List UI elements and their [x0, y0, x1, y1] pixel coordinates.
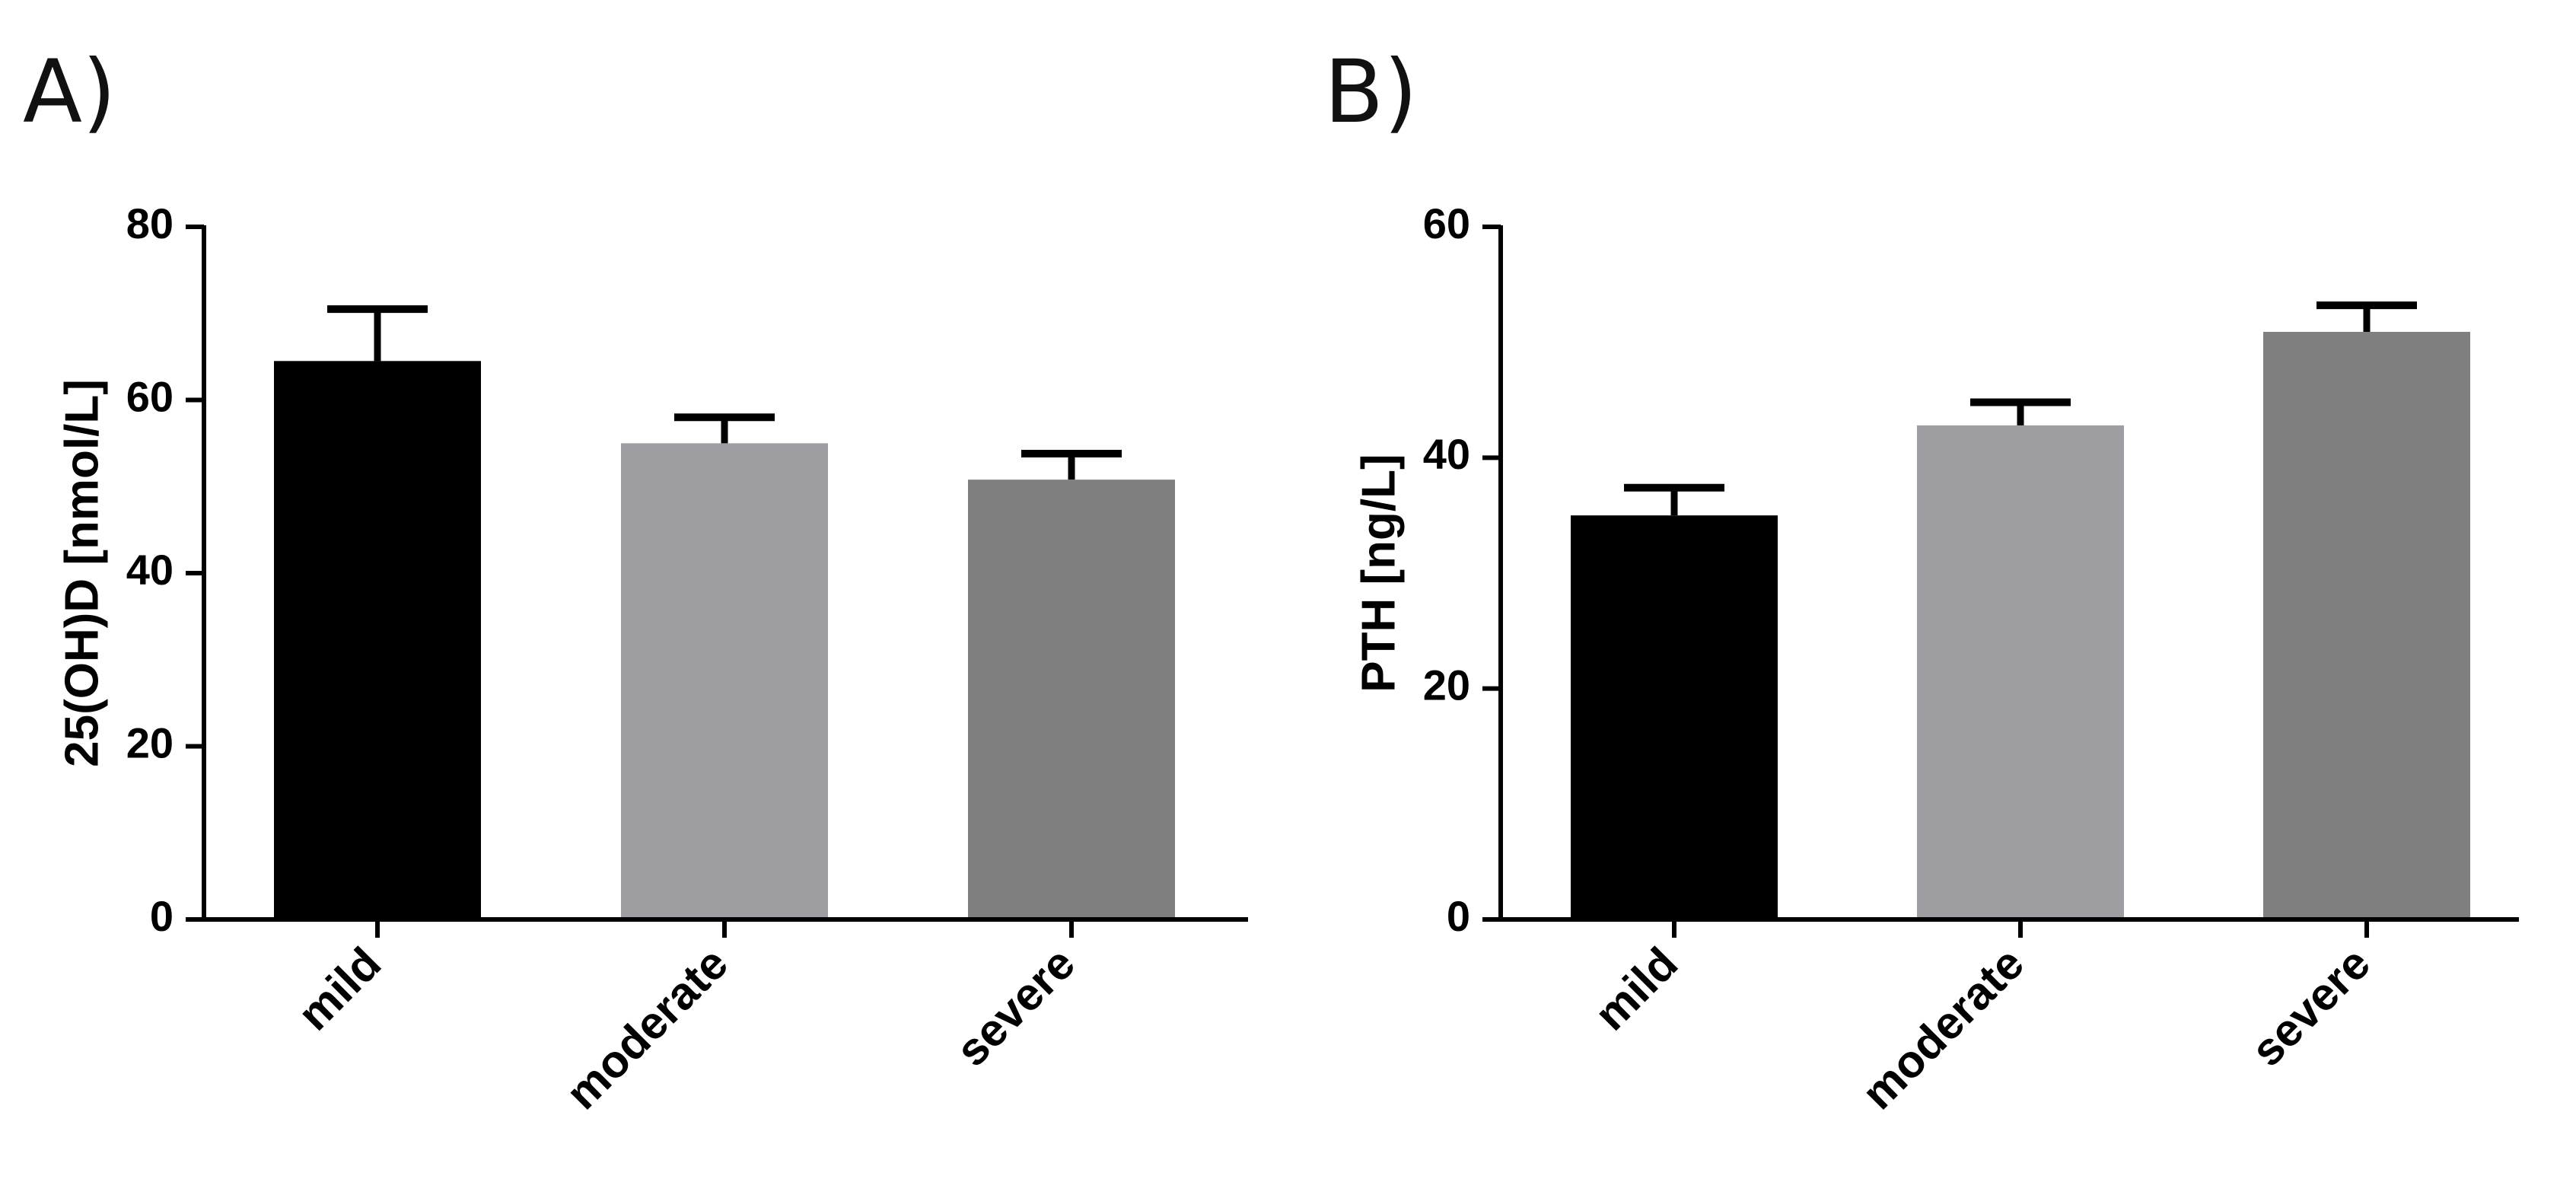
- y-tick-label-40-b: 40: [1423, 430, 1470, 478]
- y-tick-label-60-b: 60: [1423, 199, 1470, 247]
- bar-moderate-a: [621, 443, 828, 919]
- y-tick-label-20-b: 20: [1423, 661, 1470, 709]
- panel-label-b: B): [1324, 41, 1418, 142]
- bar-severe-b: [2263, 332, 2470, 919]
- y-tick-label-0-b: 0: [1447, 892, 1470, 940]
- y-tick-label-20-a: 20: [126, 719, 174, 766]
- bar-severe-a: [968, 480, 1175, 919]
- panel-label-a: A): [23, 41, 116, 142]
- bar-mild-a: [274, 361, 481, 919]
- bar-moderate-b: [1917, 425, 2124, 919]
- y-tick-label-60-a: 60: [126, 372, 174, 420]
- y-tick-label-80-a: 80: [126, 199, 174, 247]
- y-axis-label-a: 25(OH)D [nmol/L]: [56, 379, 108, 767]
- y-axis-label-b: PTH [ng/L]: [1352, 454, 1405, 692]
- y-tick-label-0-a: 0: [150, 892, 174, 940]
- y-tick-label-40-a: 40: [126, 546, 174, 594]
- bar-mild-b: [1571, 515, 1778, 919]
